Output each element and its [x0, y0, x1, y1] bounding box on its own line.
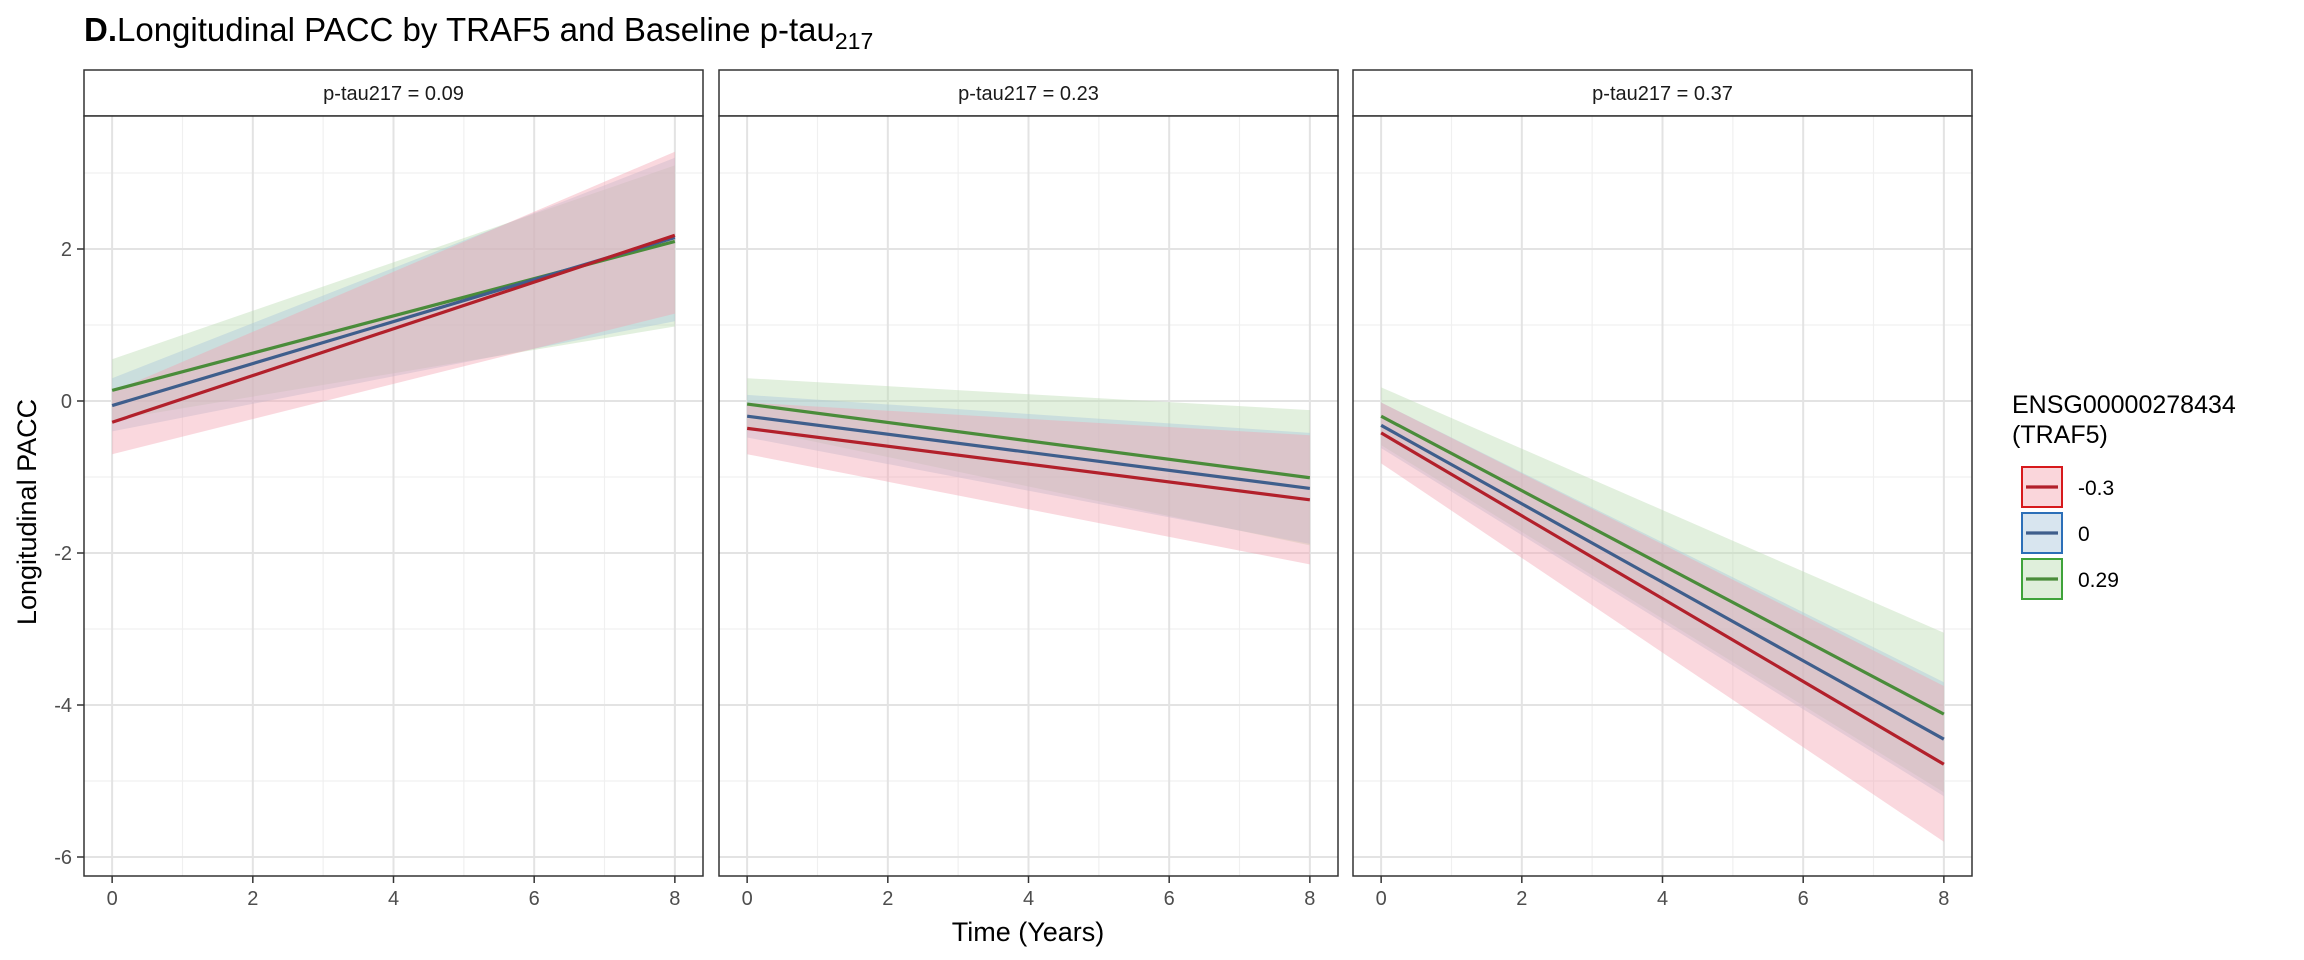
confidence-ribbon: [1381, 387, 1944, 793]
legend-item: 0: [2021, 512, 2090, 554]
facet-strip: [83, 69, 704, 117]
x-tick-label: 8: [1304, 888, 1315, 910]
y-tick-label: 2: [61, 239, 72, 261]
x-tick-label: 0: [107, 888, 118, 910]
facet-strip-label: p-tau217 = 0.09: [323, 83, 464, 105]
chart-title-subscript: 217: [835, 28, 873, 54]
x-tick-label: 8: [1938, 888, 1949, 910]
y-axis: -6 -4 -2 0 2: [54, 239, 84, 869]
facet-strip: [718, 69, 1339, 117]
x-axis-title: Time (Years): [952, 917, 1105, 947]
confidence-ribbon: [1381, 402, 1944, 842]
x-tick-label: 6: [1164, 888, 1175, 910]
facet-strip-label: p-tau217 = 0.23: [958, 83, 1099, 105]
x-tick-label: 8: [669, 888, 680, 910]
x-tick-label: 6: [1798, 888, 1809, 910]
legend-item: -0.3: [2021, 466, 2114, 508]
legend-title-line2: (TRAF5): [2012, 421, 2108, 449]
legend-label: -0.3: [2078, 477, 2114, 500]
y-tick-label: -6: [54, 847, 72, 869]
facet-panel: p-tau217 = 0.09 0 2 4 6 8: [83, 69, 704, 910]
x-tick-label: 2: [247, 888, 258, 910]
chart-title-prefix: D.: [84, 11, 117, 48]
confidence-ribbon: [112, 165, 675, 420]
facet-strip-label: p-tau217 = 0.37: [1592, 83, 1733, 105]
y-axis-title: Longitudinal PACC: [12, 399, 42, 625]
panels-layer: p-tau217 = 0.09 0 2 4 6 8 p-tau217 = 0.23 0 2 4 6 8…: [83, 69, 1973, 910]
series-line: [1380, 414, 1945, 716]
x-tick-label: 4: [1023, 888, 1034, 910]
facet-strip: [1352, 69, 1973, 117]
chart-title: D.Longitudinal PACC by TRAF5 and Baselin…: [84, 11, 873, 54]
confidence-ribbon: [747, 394, 1310, 544]
confidence-ribbon: [112, 151, 675, 455]
series-line: [111, 233, 676, 424]
legend-label: 0.29: [2078, 569, 2119, 592]
legend-label: 0: [2078, 523, 2090, 546]
legend-title-line1: ENSG00000278434: [2012, 391, 2236, 419]
y-tick-label: -2: [54, 543, 72, 565]
x-tick-label: 2: [882, 888, 893, 910]
series-line: [746, 414, 1311, 490]
series-line: [1380, 431, 1945, 766]
confidence-ribbon: [747, 378, 1310, 546]
series-line: [746, 402, 1311, 480]
x-tick-label: 0: [1376, 888, 1387, 910]
chart-title-main: Longitudinal PACC by TRAF5 and Baseline …: [117, 11, 835, 48]
x-tick-label: 0: [742, 888, 753, 910]
facet-panel: p-tau217 = 0.37 0 2 4 6 8: [1352, 69, 1973, 910]
gridlines: [84, 116, 703, 876]
series-line: [1380, 423, 1945, 741]
y-tick-label: -4: [54, 695, 72, 717]
legend: ENSG00000278434 (TRAF5) -0.3 0 0.29: [2012, 391, 2236, 600]
gridlines: [719, 116, 1338, 876]
x-tick-label: 4: [1657, 888, 1668, 910]
series-line: [746, 426, 1311, 502]
x-tick-label: 6: [529, 888, 540, 910]
y-tick-label: 0: [61, 391, 72, 413]
x-tick-label: 2: [1516, 888, 1527, 910]
legend-item: 0.29: [2021, 558, 2119, 600]
gridlines: [1353, 116, 1972, 876]
facet-panel: p-tau217 = 0.23 0 2 4 6 8: [718, 69, 1339, 910]
x-tick-label: 4: [388, 888, 399, 910]
confidence-ribbon: [747, 402, 1310, 565]
